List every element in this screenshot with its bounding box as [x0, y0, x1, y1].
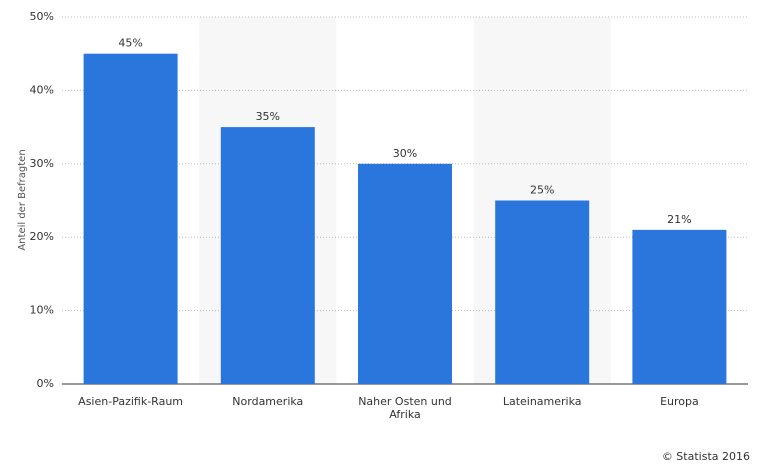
y-tick-label: 30% — [30, 157, 54, 170]
bar — [358, 163, 452, 384]
value-label: 35% — [256, 110, 280, 123]
value-label: 45% — [118, 37, 142, 50]
x-tick-label: Lateinamerika — [502, 395, 582, 408]
value-label: 25% — [530, 184, 554, 197]
y-tick-label: 0% — [37, 377, 54, 390]
x-tick-label: Europa — [660, 395, 699, 408]
bar — [632, 229, 727, 384]
value-label: 21% — [667, 213, 691, 226]
bar — [495, 200, 590, 384]
y-tick-label: 40% — [30, 83, 54, 96]
y-tick-label: 10% — [30, 304, 54, 317]
y-tick-label: 50% — [30, 10, 54, 23]
value-label: 30% — [393, 147, 417, 160]
bar — [220, 127, 315, 384]
credit: © Statista 2016 — [662, 450, 750, 463]
bar — [83, 53, 178, 384]
x-tick-label: Nordamerika — [232, 395, 304, 408]
x-tick-label: Naher Osten und Afrika — [358, 395, 452, 421]
y-tick-label: 20% — [30, 230, 54, 243]
y-axis-label: Anteil der Befragten — [17, 149, 28, 250]
x-tick-label: Asien-Pazifik-Raum — [78, 395, 183, 408]
